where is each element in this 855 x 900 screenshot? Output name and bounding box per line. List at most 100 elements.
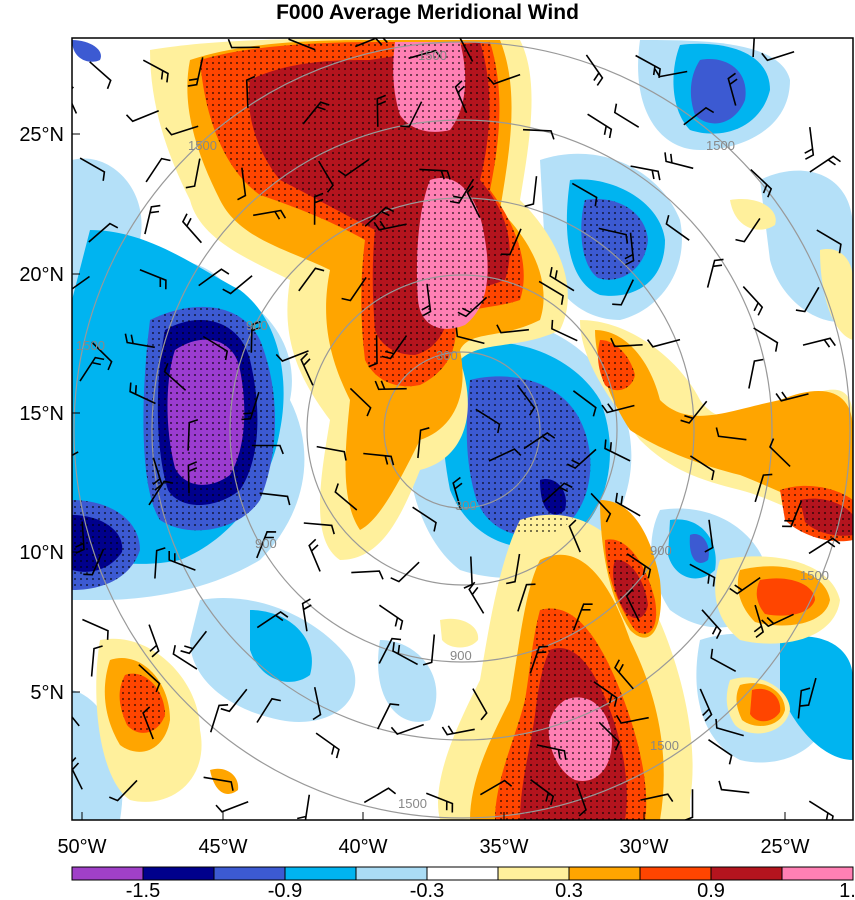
wind-barb — [303, 522, 335, 535]
wind-barb — [615, 492, 641, 517]
wind-barb — [625, 588, 640, 622]
wind-barb — [381, 335, 408, 360]
wind-barb — [626, 553, 652, 579]
wind-barb — [400, 101, 423, 128]
wind-barb — [337, 158, 370, 177]
wind-barb — [455, 327, 485, 345]
wind-barb — [259, 492, 291, 506]
wind-barb — [390, 723, 424, 736]
wind-barb — [715, 427, 747, 441]
ring-label-1500-g: 1500 — [398, 796, 427, 811]
wind-barb — [355, 38, 388, 48]
wind-barb — [496, 324, 529, 334]
wind-barb — [640, 793, 674, 803]
wind-barb — [88, 222, 119, 243]
wind-barb — [142, 706, 154, 740]
wind-barb — [82, 618, 109, 640]
wind-barb — [710, 648, 737, 673]
wind-barb — [256, 611, 289, 629]
wind-barb — [421, 283, 432, 317]
wind-barb — [209, 704, 229, 733]
wind-barb — [392, 642, 418, 666]
wind-barb — [187, 418, 199, 451]
colorbar-label: -0.9 — [268, 880, 302, 900]
wind-barb — [419, 168, 451, 180]
wind-barb — [752, 38, 755, 58]
colorbar-swatch — [355, 866, 428, 881]
wind-barb — [187, 461, 198, 494]
wind-barb — [251, 444, 284, 455]
wind-barb — [363, 452, 395, 466]
wind-barb — [680, 400, 708, 424]
wind-barb — [572, 603, 593, 631]
wind-barb — [452, 476, 463, 511]
wind-barb — [378, 604, 404, 630]
wind-barb — [373, 220, 407, 231]
wind-barb — [689, 455, 715, 481]
wind-barb — [585, 54, 604, 86]
wind-barb — [769, 438, 791, 467]
wind-barb — [125, 109, 160, 123]
wind-barb — [568, 519, 581, 553]
colorbar-swatch — [426, 866, 499, 881]
wind-barb — [729, 576, 761, 595]
colorbar: -1.5 -0.9 -0.3 0.3 0.9 1.5 — [71, 866, 855, 900]
wind-barb — [795, 286, 820, 313]
wind-barb — [593, 681, 618, 707]
wind-barb — [215, 801, 249, 813]
wind-barb — [708, 739, 733, 765]
wind-barb — [689, 563, 716, 587]
colorbar-swatch — [213, 866, 286, 881]
wind-barb — [297, 794, 311, 820]
map-title: F000 Average Meridional Wind — [276, 1, 579, 24]
wind-barb — [572, 390, 597, 417]
wind-barb — [417, 427, 430, 459]
wind-barb — [506, 553, 521, 585]
wind-barb — [334, 483, 358, 511]
wind-barb — [313, 192, 324, 225]
wind-barb — [288, 38, 316, 51]
wind-barb — [256, 530, 277, 559]
wind-barb — [804, 127, 815, 160]
wind-barb — [587, 113, 613, 139]
wind-barb — [549, 266, 575, 292]
colorbar-swatch — [284, 866, 357, 881]
wind-barb — [250, 320, 261, 353]
wind-barb — [761, 613, 794, 628]
wind-barb — [300, 352, 314, 386]
colorbar-swatch — [142, 866, 215, 881]
wind-barb — [227, 38, 260, 49]
wind-barb — [472, 688, 488, 721]
wind-barb — [701, 609, 722, 640]
wind-barb — [610, 337, 643, 348]
ring-label-900: 900 — [246, 318, 268, 333]
wind-barb — [797, 687, 811, 719]
wind-barb — [315, 732, 340, 759]
wind-barb — [624, 232, 635, 266]
wind-barb — [72, 757, 83, 790]
ring-labels: 300 300 900 900 900 900 1500 1500 1500 1… — [76, 48, 829, 811]
wind-barb — [468, 581, 485, 614]
wind-barb — [298, 267, 325, 292]
ring-label-1500-b: 1500 — [188, 138, 217, 153]
wind-barb — [341, 276, 367, 302]
lon-label-30w: 30°W — [619, 836, 668, 858]
wind-barb — [79, 356, 105, 382]
lon-label-45w: 45°W — [198, 836, 247, 858]
wind-barb — [165, 125, 199, 136]
wind-barb — [454, 80, 468, 114]
ring-label-900-b: 900 — [255, 536, 277, 551]
ring-label-1500-e: 1500 — [800, 568, 829, 583]
wind-barb — [516, 384, 536, 416]
wind-barb — [220, 688, 248, 713]
wind-barb — [500, 228, 522, 256]
wind-barb — [706, 258, 724, 288]
stipple-overlay — [72, 42, 853, 820]
wind-barb — [782, 500, 803, 528]
wind-barb — [459, 38, 474, 62]
lat-label-20n: 20°N — [19, 264, 64, 286]
wind-barb — [542, 482, 573, 503]
wind-barb — [566, 448, 597, 470]
wind-barb — [374, 380, 407, 391]
wind-barb — [575, 783, 587, 817]
